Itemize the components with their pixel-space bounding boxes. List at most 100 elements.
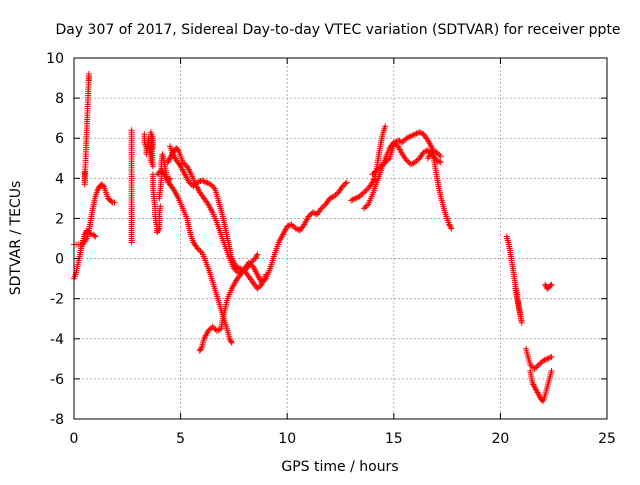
- y-tick-label: -8: [50, 412, 64, 428]
- data-point: [527, 361, 534, 368]
- data-point: [447, 224, 454, 231]
- data-point: [262, 271, 269, 278]
- data-point: [203, 179, 210, 186]
- x-tick-label: 0: [70, 431, 79, 447]
- data-point: [436, 158, 443, 165]
- data-point: [412, 159, 419, 166]
- data-point: [446, 222, 453, 229]
- plot-frame: [73, 57, 608, 420]
- data-point: [356, 193, 363, 200]
- data-point: [548, 367, 555, 374]
- data-point: [397, 138, 404, 145]
- data-point: [179, 159, 186, 166]
- data-point: [548, 281, 555, 288]
- data-point: [194, 179, 201, 186]
- data-point: [383, 157, 390, 164]
- data-point: [306, 212, 313, 219]
- data-point: [417, 129, 424, 136]
- chart-title: Day 307 of 2017, Sidereal Day-to-day VTE…: [55, 22, 620, 38]
- data-point: [359, 190, 366, 197]
- data-point: [399, 139, 406, 146]
- axis-ticks: [73, 57, 608, 420]
- data-point: [420, 149, 427, 156]
- data-point: [416, 129, 423, 136]
- data-point: [544, 355, 551, 362]
- data-point: [196, 246, 203, 253]
- data-point: [532, 364, 539, 371]
- data-point: [181, 160, 188, 167]
- data-point: [166, 155, 173, 162]
- data-point: [409, 132, 416, 139]
- data-point: [289, 222, 296, 229]
- data-point: [353, 194, 360, 201]
- data-point: [252, 254, 259, 261]
- data-point: [434, 150, 441, 157]
- data-point: [341, 182, 348, 189]
- data-point: [154, 228, 161, 235]
- data-point: [155, 226, 162, 233]
- grid-lines: [74, 58, 607, 419]
- data-point: [288, 221, 295, 228]
- data-point: [157, 203, 164, 210]
- data-point: [370, 178, 377, 185]
- data-point: [403, 157, 410, 164]
- y-tick-label: 2: [55, 211, 64, 227]
- data-point: [413, 157, 420, 164]
- data-point: [207, 181, 214, 188]
- data-point: [187, 180, 194, 187]
- data-point: [201, 178, 208, 185]
- data-point: [237, 265, 244, 272]
- data-point: [376, 164, 383, 171]
- data-point: [210, 184, 217, 191]
- data-point: [514, 291, 521, 298]
- tick-labels: 0 5 10 15 20 25 -8 -6 -4 -2 0 2 4 6 8 10: [46, 51, 616, 447]
- data-point: [395, 137, 402, 144]
- data-point: [535, 361, 542, 368]
- data-point: [412, 131, 419, 138]
- data-point: [410, 131, 417, 138]
- data-point: [247, 260, 254, 267]
- data-point: [211, 325, 218, 332]
- data-point: [198, 177, 205, 184]
- data-point: [436, 151, 443, 158]
- data-point: [128, 239, 135, 246]
- data-point: [254, 251, 261, 258]
- data-point: [305, 213, 312, 220]
- data-point: [165, 157, 172, 164]
- data-point: [446, 221, 453, 228]
- data-point: [255, 284, 262, 291]
- data-point: [154, 171, 161, 178]
- data-point: [205, 327, 212, 334]
- data-point: [154, 229, 161, 236]
- data-point: [111, 199, 118, 206]
- data-point: [372, 168, 379, 175]
- x-tick-label: 15: [385, 431, 403, 447]
- data-point: [423, 147, 430, 154]
- data-point: [197, 248, 204, 255]
- data-point: [164, 159, 171, 166]
- data-point: [253, 252, 260, 259]
- data-point: [362, 188, 369, 195]
- data-point: [227, 337, 234, 344]
- data-point: [252, 255, 259, 262]
- data-point: [233, 263, 240, 270]
- data-points: [71, 71, 555, 404]
- data-point: [545, 355, 552, 362]
- data-point: [339, 183, 346, 190]
- data-point: [433, 149, 440, 156]
- data-point: [206, 326, 213, 333]
- data-point: [392, 139, 399, 146]
- data-point: [363, 202, 370, 209]
- data-point: [204, 180, 211, 187]
- data-point: [405, 158, 412, 165]
- data-point: [309, 209, 316, 216]
- data-point: [332, 192, 339, 199]
- data-point: [196, 178, 203, 185]
- data-point: [166, 156, 173, 163]
- data-point: [542, 281, 549, 288]
- y-tick-label: -4: [50, 332, 64, 348]
- data-point: [213, 327, 220, 334]
- data-point: [409, 160, 416, 167]
- data-point: [228, 338, 235, 345]
- data-point: [245, 259, 252, 266]
